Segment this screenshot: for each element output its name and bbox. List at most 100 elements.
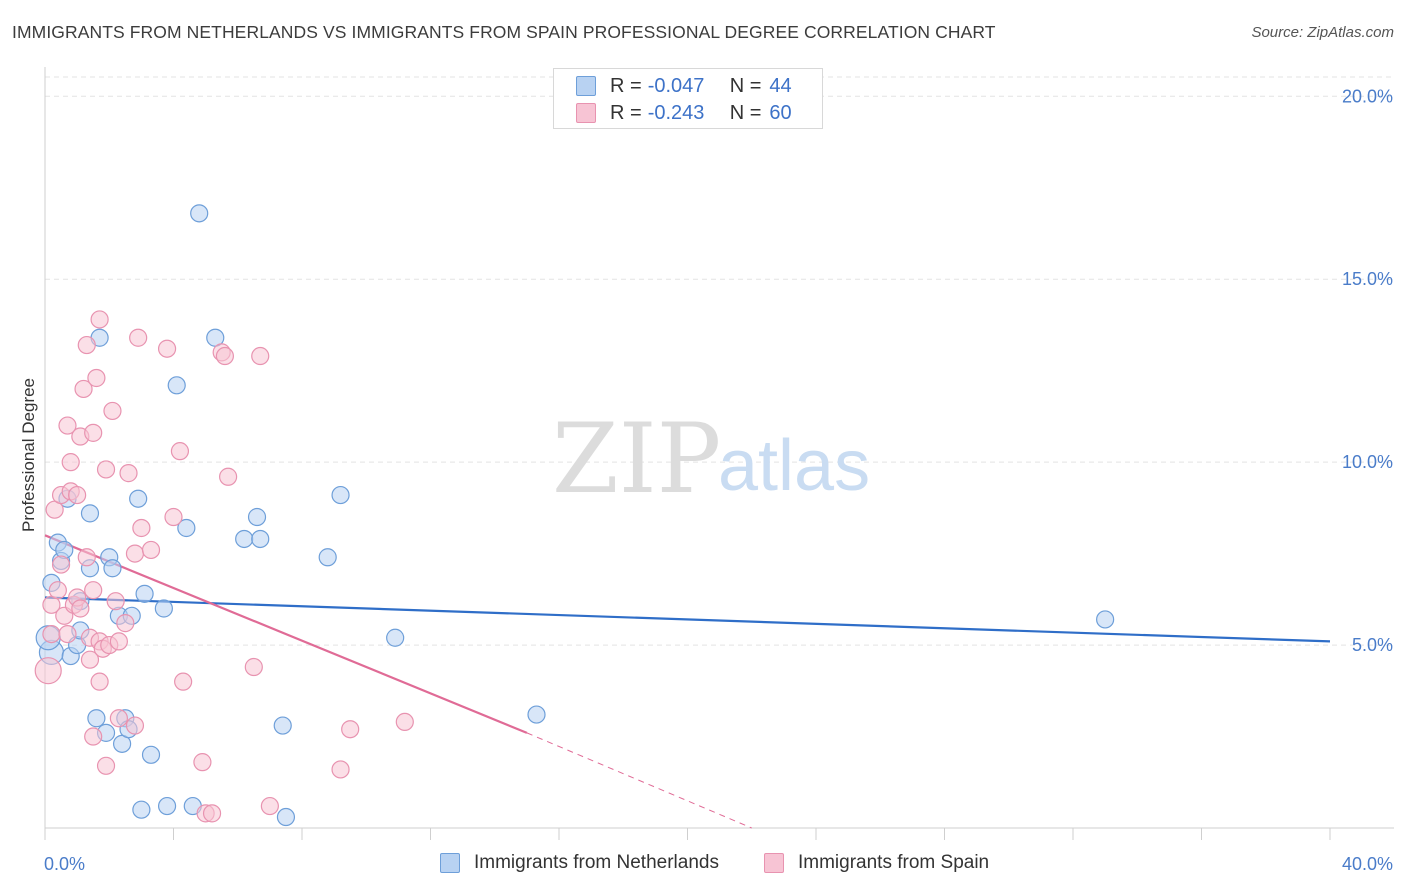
spain-point: [215, 346, 234, 366]
netherlands-point: [154, 599, 173, 618]
spain-point: [74, 379, 93, 399]
spain-point: [202, 804, 222, 823]
spain-swatch: [764, 853, 784, 873]
legend-label-netherlands: Immigrants from Netherlands: [474, 852, 719, 873]
spain-point: [219, 467, 238, 486]
correlation-legend: R = -0.047 N = 44 R = -0.243 N = 60: [553, 68, 823, 129]
y-axis-label: Professional Degree: [19, 378, 38, 532]
netherlands-point: [273, 716, 292, 735]
netherlands-point: [141, 745, 161, 764]
spain-point: [90, 310, 109, 329]
netherlands-point: [1096, 610, 1115, 629]
spain-point: [42, 624, 61, 644]
y-tick-label: 15.0%: [1342, 269, 1393, 289]
spain-point: [119, 464, 138, 483]
spain-point: [61, 453, 80, 472]
n-value: 60: [769, 101, 792, 124]
netherlands-point: [247, 507, 267, 527]
netherlands-point: [87, 709, 106, 728]
spain-point: [193, 753, 212, 772]
spain-point: [164, 507, 183, 527]
y-tick-label: 20.0%: [1342, 86, 1393, 106]
spain-point: [132, 518, 151, 538]
legend-row-spain: R = -0.243 N = 60: [576, 101, 792, 125]
netherlands-points: [35, 204, 1115, 827]
spain-point: [109, 632, 128, 651]
x-tick-label: 0.0%: [44, 854, 85, 874]
spain-point: [77, 335, 96, 355]
spain-point: [331, 760, 350, 779]
spain-point: [103, 401, 122, 421]
n-value: 44: [769, 74, 792, 97]
spain-point: [174, 672, 193, 691]
netherlands-point: [80, 504, 100, 523]
spain-point: [34, 657, 62, 685]
spain-point: [96, 756, 116, 775]
netherlands-trend-line: [44, 596, 1331, 643]
gridlines: [45, 76, 1394, 646]
netherlands-point: [386, 628, 405, 647]
spain-swatch: [576, 103, 596, 123]
netherlands-point: [235, 529, 254, 549]
y-tick-label: 10.0%: [1342, 452, 1393, 472]
spain-point: [96, 460, 116, 479]
netherlands-point: [129, 489, 148, 508]
spain-point: [48, 581, 67, 600]
spain-point: [71, 599, 90, 618]
spain-point: [125, 544, 145, 563]
legend-row-netherlands: R = -0.047 N = 44: [576, 74, 792, 98]
axis-labels: 5.0% 10.0% 15.0% 20.0% 0.0% 40.0% Professional…: [19, 86, 1393, 874]
netherlands-point: [276, 807, 296, 827]
spain-trend-line: [44, 534, 528, 734]
chart-title: IMMIGRANTS FROM NETHERLANDS VS IMMIGRANT…: [12, 22, 996, 42]
spain-point: [77, 548, 96, 567]
y-tick-label: 5.0%: [1352, 635, 1393, 655]
spain-point: [80, 650, 100, 669]
netherlands-point: [132, 800, 151, 819]
legend-label-spain: Immigrants from Spain: [798, 852, 990, 873]
spain-point: [58, 416, 77, 435]
n-label: N =: [729, 74, 762, 97]
spain-point: [125, 716, 145, 735]
spain-trend-extension: [526, 732, 752, 829]
x-tick-label: 40.0%: [1342, 854, 1393, 874]
spain-point: [106, 592, 125, 611]
netherlands-point: [157, 796, 177, 816]
spain-point: [129, 328, 148, 347]
source-label: Source: ZipAtlas.com: [1251, 24, 1394, 41]
trend-lines: [44, 534, 1331, 829]
legend-item-netherlands: Immigrants from Netherlands: [440, 852, 719, 874]
spain-point: [109, 709, 128, 728]
spain-point: [116, 614, 135, 633]
netherlands-point: [331, 485, 350, 505]
spain-point: [90, 672, 109, 691]
netherlands-point: [190, 204, 209, 223]
r-value: -0.243: [647, 101, 705, 124]
spain-point: [84, 581, 103, 600]
spain-point: [68, 485, 87, 505]
r-label: R =: [610, 101, 642, 124]
r-label: R =: [610, 74, 642, 97]
spain-point: [84, 727, 103, 746]
netherlands-point: [251, 529, 270, 549]
netherlands-swatch: [440, 853, 460, 873]
spain-point: [87, 368, 106, 388]
spain-point: [157, 339, 177, 358]
spain-point: [244, 657, 263, 677]
netherlands-point: [135, 584, 154, 603]
netherlands-point: [318, 548, 337, 567]
r-value: -0.047: [647, 74, 705, 97]
watermark: ZIP atlas: [552, 403, 870, 515]
netherlands-swatch: [576, 76, 596, 96]
series-legend: Immigrants from Netherlands Immigrants f…: [0, 852, 1406, 878]
axes: [44, 67, 1394, 840]
spain-points: [34, 310, 414, 823]
netherlands-point: [55, 540, 74, 560]
legend-item-spain: Immigrants from Spain: [764, 852, 989, 874]
netherlands-point: [527, 705, 546, 724]
spain-point: [51, 555, 71, 574]
netherlands-point: [177, 518, 196, 538]
netherlands-point: [103, 559, 122, 578]
n-label: N =: [729, 101, 762, 124]
